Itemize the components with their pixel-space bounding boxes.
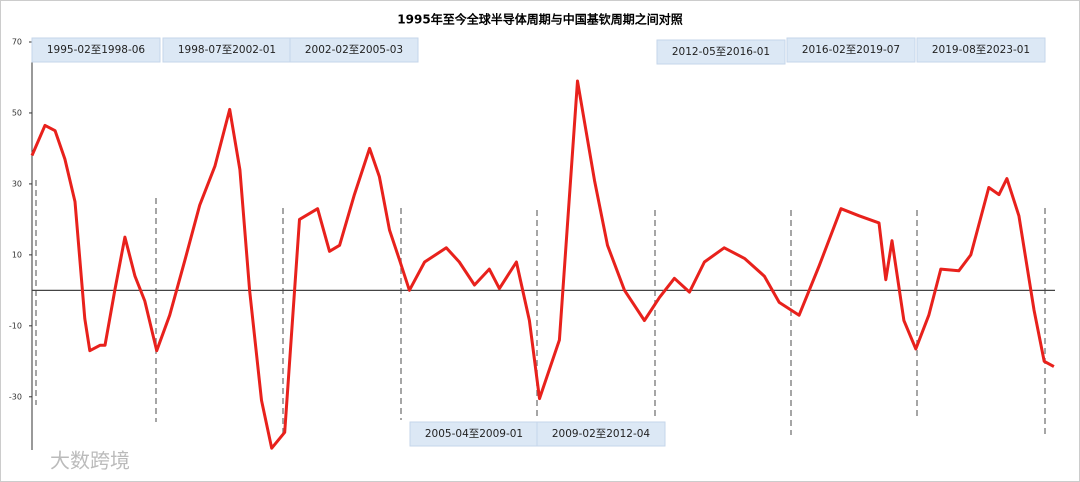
period-label: 1998-07至2002-01 <box>178 44 276 56</box>
period-box: 2016-02至2019-07 <box>786 37 916 63</box>
period-box-bg <box>162 37 292 63</box>
period-box-bg <box>656 39 786 65</box>
period-box-bg <box>786 37 916 63</box>
period-label: 1995-02至1998-06 <box>47 44 146 56</box>
chart-title: 1995年至今全球半导体周期与中国基钦周期之间对照 <box>397 12 682 27</box>
period-box-bg <box>916 37 1046 63</box>
period-box-bg <box>536 421 666 447</box>
period-box: 2005-04至2009-01 <box>409 421 539 447</box>
line-series <box>30 79 1055 450</box>
period-label: 2012-05至2016-01 <box>672 46 770 58</box>
y-tick-label: 70 <box>12 38 22 47</box>
period-box: 1995-02至1998-06 <box>31 37 161 63</box>
period-label: 2005-04至2009-01 <box>425 428 523 440</box>
period-box: 2012-05至2016-01 <box>656 39 786 65</box>
y-tick-label: -30 <box>9 392 22 401</box>
period-label: 2009-02至2012-04 <box>552 428 651 440</box>
period-box-bg <box>31 37 161 63</box>
period-box: 1998-07至2002-01 <box>162 37 292 63</box>
y-tick-label: -10 <box>9 321 22 330</box>
period-box-bg <box>409 421 539 447</box>
y-tick-label: 10 <box>12 250 22 259</box>
period-label: 2019-08至2023-01 <box>932 44 1030 56</box>
period-label: 2016-02至2019-07 <box>802 44 900 56</box>
y-tick-label: 50 <box>12 108 22 117</box>
period-box: 2002-02至2005-03 <box>289 37 419 63</box>
watermark: 大数跨境 <box>50 449 130 473</box>
dashed-lines <box>35 180 1046 435</box>
y-tick-label: 30 <box>12 179 22 188</box>
period-box: 2009-02至2012-04 <box>536 421 666 447</box>
period-label: 2002-02至2005-03 <box>305 44 403 56</box>
period-box-bg <box>289 37 419 63</box>
period-box: 2019-08至2023-01 <box>916 37 1046 63</box>
